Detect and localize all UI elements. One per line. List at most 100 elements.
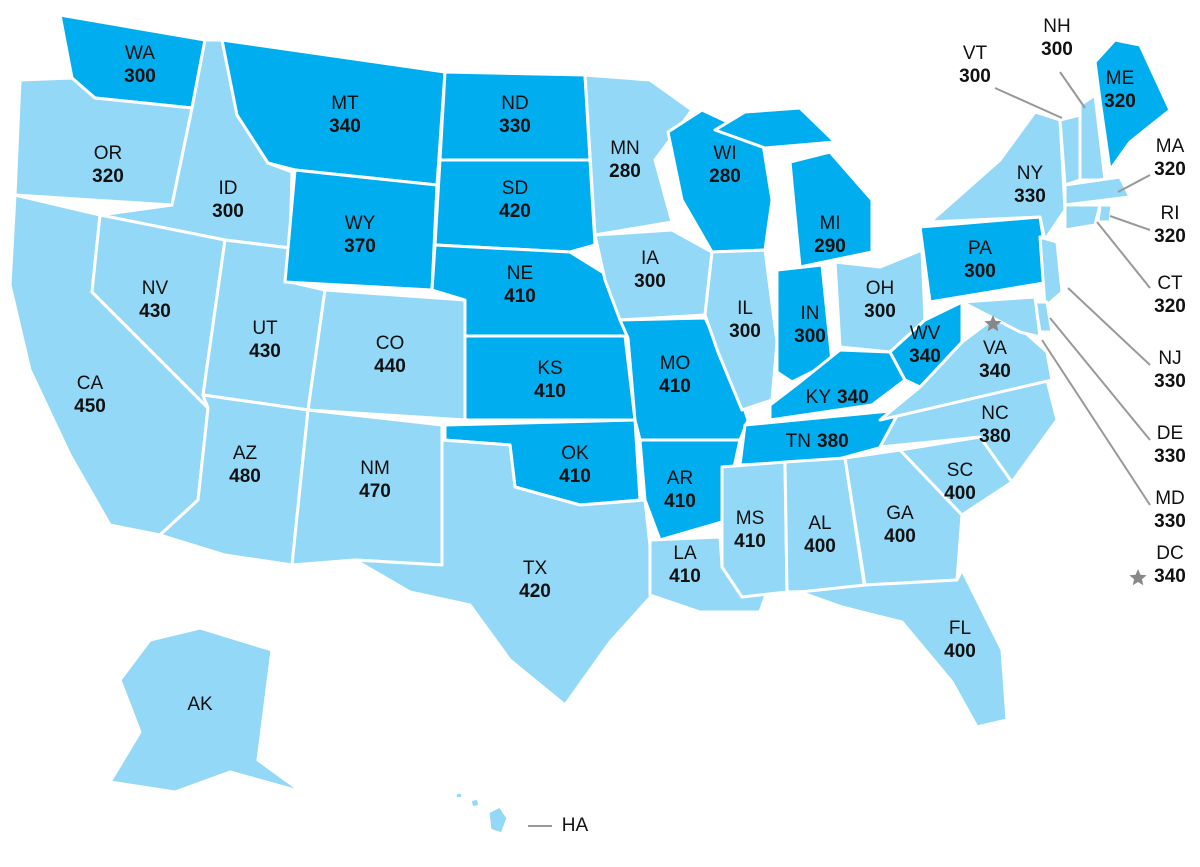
- leader-line: [1109, 215, 1151, 231]
- state-abbr: FL: [949, 618, 971, 639]
- state-value: 300: [124, 66, 156, 87]
- state-value: 320: [92, 166, 124, 187]
- state-abbr: HA: [562, 815, 589, 836]
- state-value: 330: [1154, 371, 1186, 392]
- state-abbr: VT: [963, 43, 988, 64]
- leader-line: [1117, 174, 1151, 193]
- state-shape: [738, 408, 902, 467]
- state-shape: [798, 568, 1009, 729]
- state-abbr: OK: [561, 443, 589, 464]
- leader-line: [1041, 339, 1151, 506]
- state-abbr: TX: [523, 558, 548, 579]
- state-shape: [638, 438, 742, 542]
- state-abbr: IA: [641, 248, 659, 269]
- state-value: 380: [817, 431, 849, 452]
- state-value: 320: [1104, 91, 1136, 112]
- state-value: 300: [959, 66, 991, 87]
- state-value: 300: [794, 326, 826, 347]
- state: [713, 106, 874, 269]
- state-abbr: MI: [819, 213, 840, 234]
- state-shape: [666, 108, 774, 254]
- state-abbr: OH: [866, 278, 895, 299]
- state-value: 280: [709, 166, 741, 187]
- state-abbr: DE: [1157, 423, 1183, 444]
- state-value: 300: [212, 201, 244, 222]
- state-value: 340: [329, 116, 361, 137]
- state: [888, 300, 964, 389]
- state-abbr: NY: [1017, 163, 1044, 184]
- state-value: 330: [499, 116, 531, 137]
- state-abbr: KY: [806, 387, 832, 408]
- state: [433, 158, 597, 254]
- state-abbr: AL: [808, 513, 831, 534]
- state-value: 330: [1154, 446, 1186, 467]
- leader-line: [1096, 221, 1151, 289]
- state: [1063, 203, 1102, 232]
- state-value: 300: [729, 321, 761, 342]
- state: [666, 108, 774, 254]
- state-value: 320: [1154, 296, 1186, 317]
- state-value: 290: [814, 236, 846, 257]
- state: [453, 790, 510, 836]
- state-value: 370: [344, 236, 376, 257]
- state: [1063, 175, 1132, 207]
- state: [1093, 38, 1172, 172]
- state-abbr: MT: [331, 93, 359, 114]
- state-shape: [1038, 235, 1064, 309]
- state-value: 300: [964, 261, 996, 282]
- state-abbr: SD: [502, 178, 528, 199]
- state-value: 340: [909, 346, 941, 367]
- state: [353, 438, 657, 707]
- state-shape: [918, 215, 1052, 304]
- state-abbr: WA: [125, 43, 155, 64]
- state-abbr: MN: [610, 138, 640, 159]
- state-abbr: WY: [345, 213, 376, 234]
- state-value: 280: [609, 161, 641, 182]
- state-shape: [306, 288, 467, 422]
- state-abbr: RI: [1161, 203, 1180, 224]
- state-shape: [1096, 203, 1114, 224]
- state-shape: [1063, 203, 1102, 232]
- state-abbr: NV: [142, 278, 169, 299]
- state-shape: [108, 626, 304, 794]
- state-value: 470: [359, 481, 391, 502]
- state: [1038, 235, 1064, 309]
- state-abbr: LA: [673, 543, 697, 564]
- state-abbr: DC: [1156, 543, 1183, 564]
- state-shape: [353, 438, 657, 707]
- state-abbr: IN: [801, 303, 820, 324]
- state-abbr: OR: [94, 143, 123, 164]
- state-abbr: ID: [219, 178, 238, 199]
- state: [798, 568, 1009, 729]
- state-shape: [1058, 113, 1082, 187]
- state-shape: [713, 106, 837, 150]
- state-value: 410: [659, 376, 691, 397]
- state-abbr: WI: [713, 143, 736, 164]
- state-value: 320: [1154, 159, 1186, 180]
- state-value: 420: [499, 201, 531, 222]
- state-abbr: AR: [667, 468, 693, 489]
- state-value: 420: [519, 581, 551, 602]
- state-shape: [703, 248, 779, 412]
- state-value: 410: [504, 286, 536, 307]
- state: [108, 626, 304, 794]
- state-value: 480: [229, 466, 261, 487]
- state-abbr: AZ: [233, 443, 258, 464]
- state-abbr: NJ: [1158, 348, 1181, 369]
- state-shape: [486, 804, 510, 836]
- leader-line: [1067, 287, 1151, 366]
- state-abbr: ND: [501, 93, 528, 114]
- state-value: 300: [1041, 39, 1073, 60]
- state-abbr: SC: [947, 460, 973, 481]
- state-value: 400: [944, 483, 976, 504]
- state-abbr: NC: [981, 403, 1008, 424]
- dc-star: [984, 315, 1002, 332]
- state-abbr: MS: [736, 508, 765, 529]
- state-abbr: VA: [983, 338, 1007, 359]
- state: [703, 248, 779, 412]
- state-abbr: MO: [660, 353, 691, 374]
- state-abbr: UT: [252, 318, 278, 339]
- state: [918, 215, 1052, 304]
- leader-line: [1059, 71, 1086, 109]
